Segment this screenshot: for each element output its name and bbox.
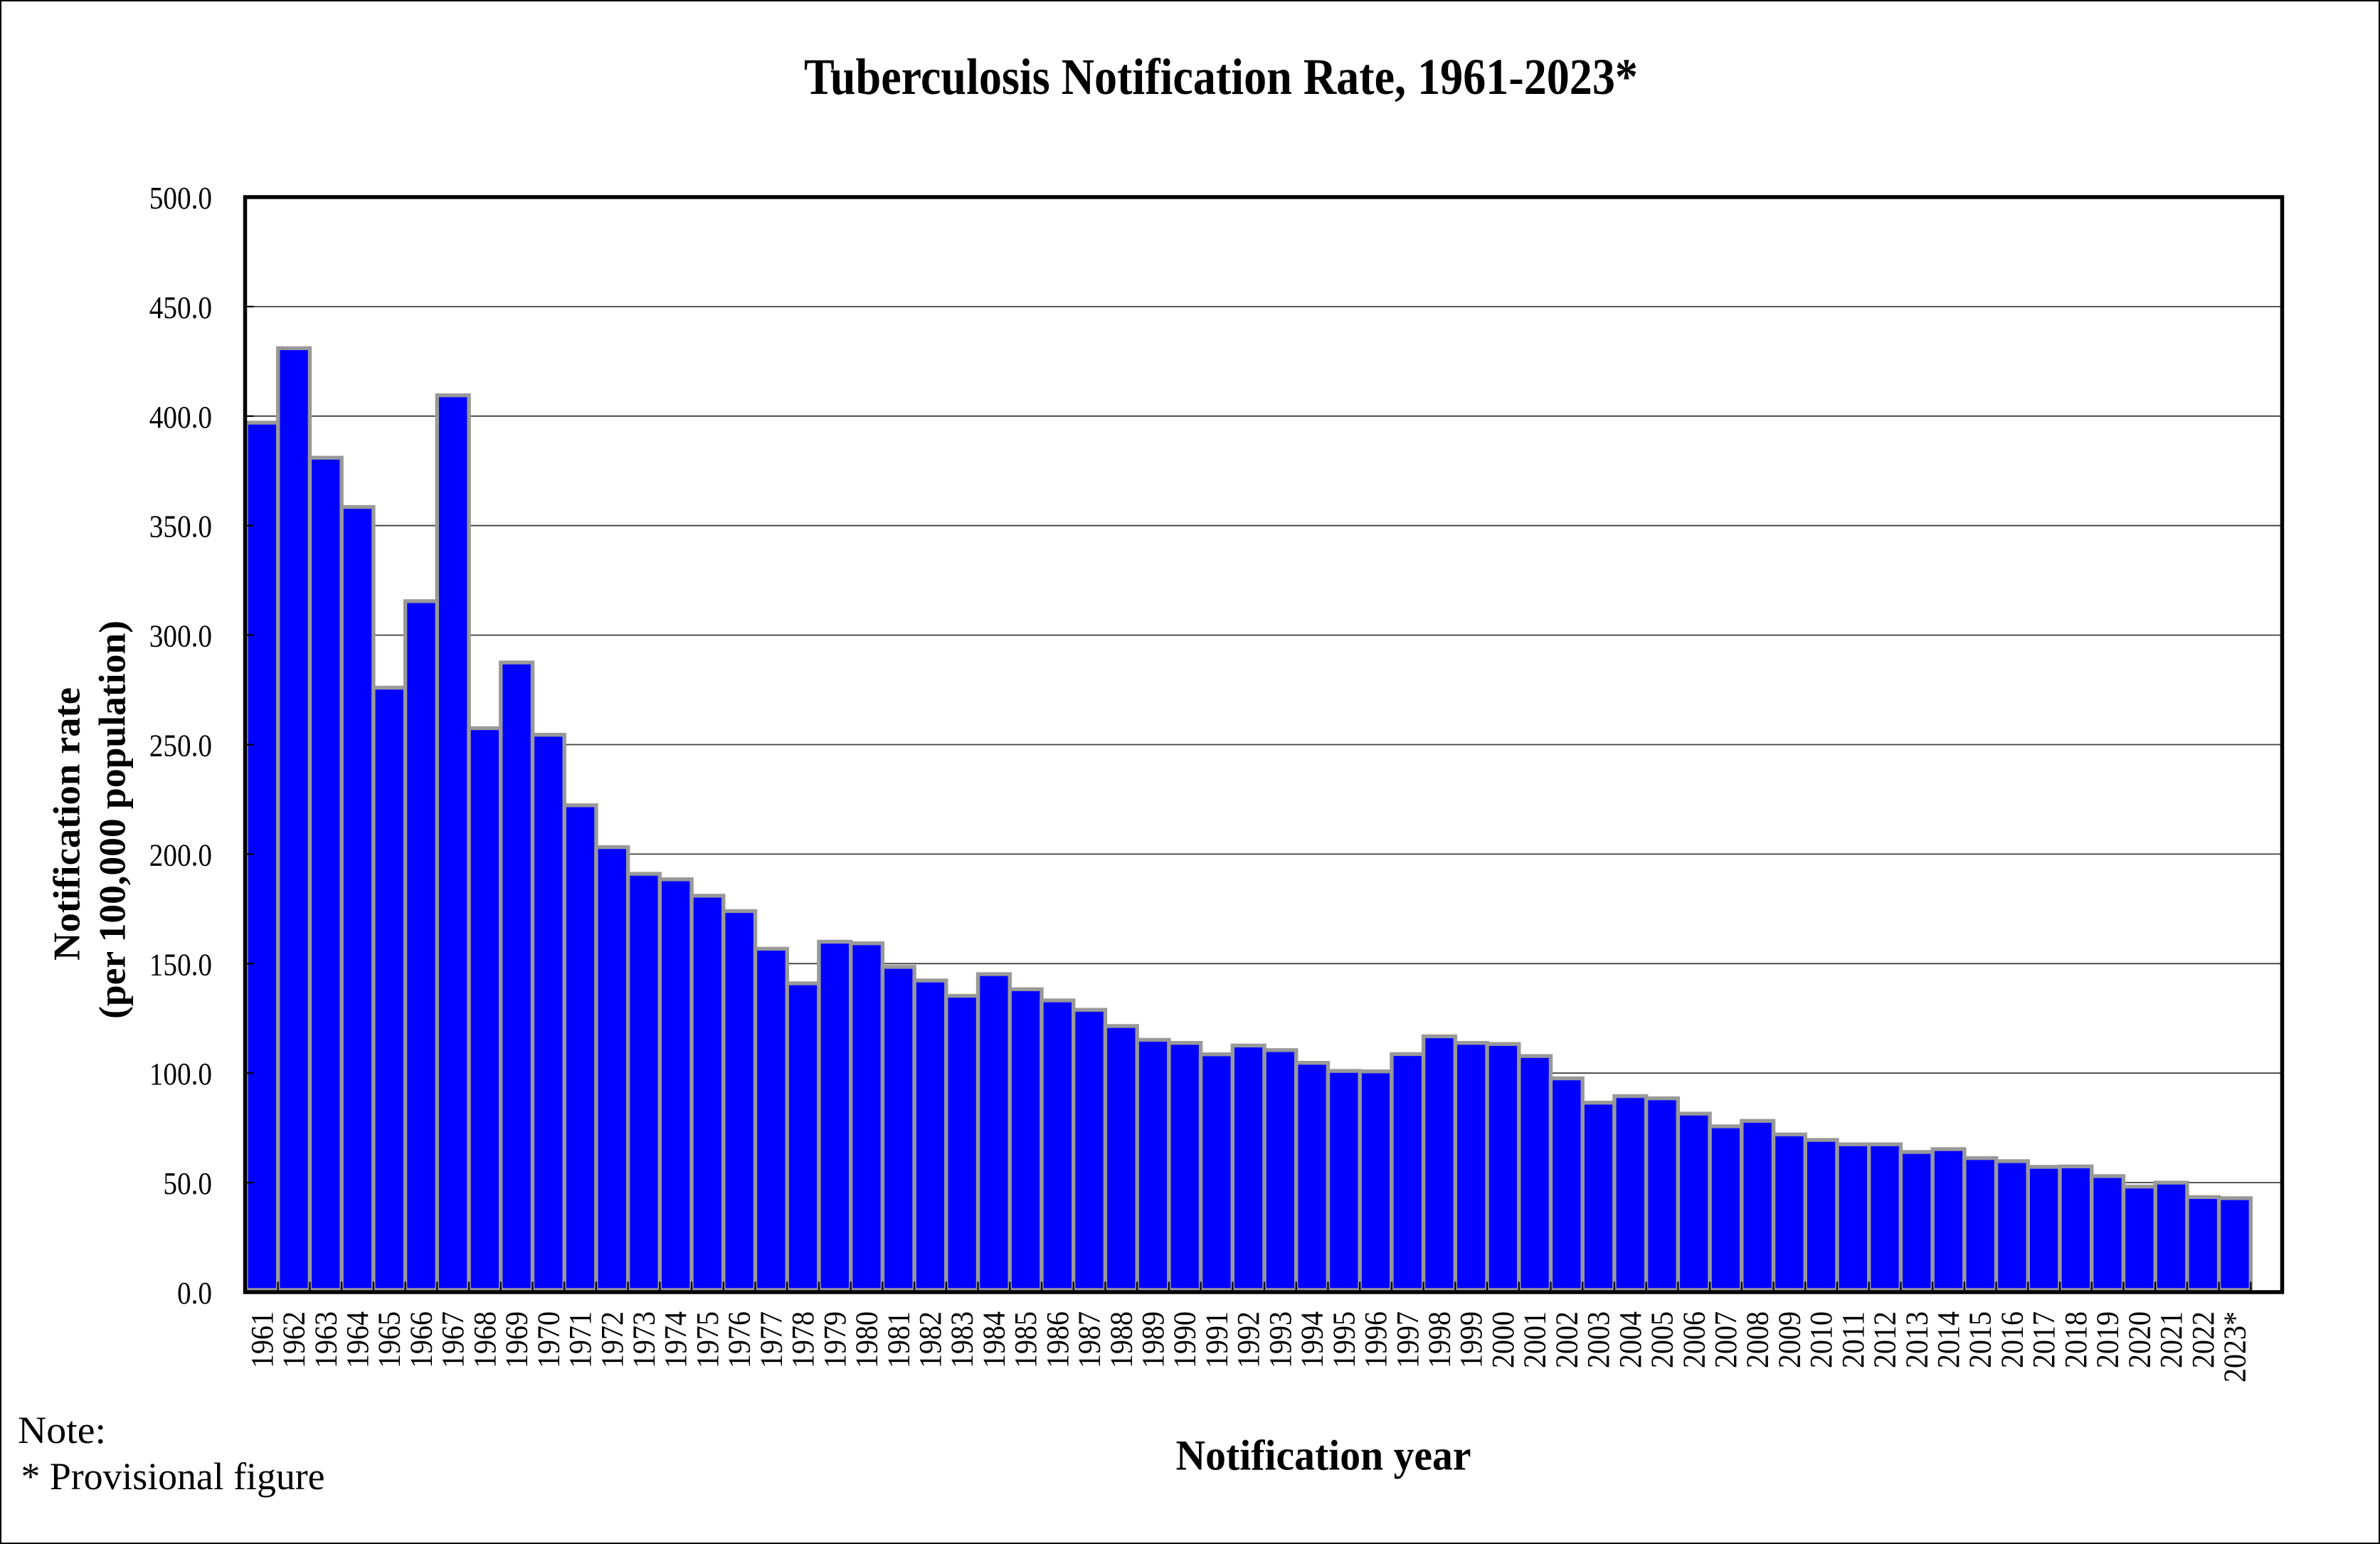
- svg-text:1998: 1998: [1422, 1311, 1457, 1368]
- svg-text:1965: 1965: [372, 1311, 407, 1368]
- svg-text:2000: 2000: [1486, 1311, 1520, 1368]
- svg-text:2007: 2007: [1708, 1311, 1743, 1368]
- svg-text:1981: 1981: [881, 1311, 916, 1368]
- svg-text:2014: 2014: [1931, 1311, 1966, 1368]
- svg-text:1973: 1973: [627, 1311, 662, 1368]
- svg-text:2018: 2018: [2058, 1311, 2093, 1368]
- svg-text:1969: 1969: [499, 1311, 534, 1368]
- svg-text:1983: 1983: [945, 1311, 980, 1368]
- svg-text:2019: 2019: [2090, 1311, 2125, 1368]
- svg-text:400.0: 400.0: [149, 400, 212, 435]
- svg-text:1990: 1990: [1168, 1311, 1202, 1368]
- svg-text:1997: 1997: [1390, 1311, 1425, 1368]
- svg-text:2017: 2017: [2026, 1311, 2061, 1368]
- svg-text:1967: 1967: [435, 1311, 470, 1368]
- svg-text:2003: 2003: [1581, 1311, 1616, 1368]
- svg-text:1982: 1982: [913, 1311, 948, 1368]
- svg-text:2002: 2002: [1549, 1311, 1584, 1368]
- svg-text:2010: 2010: [1804, 1311, 1839, 1368]
- svg-text:1972: 1972: [595, 1311, 630, 1368]
- svg-text:350.0: 350.0: [149, 509, 212, 544]
- svg-text:1971: 1971: [563, 1311, 598, 1368]
- svg-text:1991: 1991: [1199, 1311, 1234, 1368]
- svg-text:Notification year: Notification year: [1176, 1432, 1471, 1480]
- svg-text:1968: 1968: [467, 1311, 502, 1368]
- svg-text:1974: 1974: [658, 1311, 693, 1368]
- svg-text:250.0: 250.0: [149, 729, 212, 763]
- svg-text:1996: 1996: [1358, 1311, 1393, 1368]
- svg-text:(per 100,000 population): (per 100,000 population): [92, 620, 134, 1019]
- svg-text:Tuberculosis Notification Rate: Tuberculosis Notification Rate, 1961-202…: [804, 49, 1638, 105]
- svg-text:Note:: Note:: [18, 1409, 106, 1452]
- svg-text:0.0: 0.0: [177, 1276, 212, 1311]
- svg-text:2020: 2020: [2122, 1311, 2157, 1368]
- svg-text:2015: 2015: [1963, 1311, 1998, 1368]
- svg-text:Notification rate: Notification rate: [47, 687, 88, 961]
- svg-text:2011: 2011: [1836, 1311, 1871, 1368]
- svg-text:2008: 2008: [1740, 1311, 1775, 1368]
- svg-text:1993: 1993: [1263, 1311, 1298, 1368]
- svg-text:100.0: 100.0: [149, 1057, 212, 1091]
- svg-text:450.0: 450.0: [149, 290, 212, 325]
- svg-text:2004: 2004: [1613, 1311, 1648, 1368]
- svg-text:200.0: 200.0: [149, 837, 212, 872]
- svg-text:2001: 2001: [1518, 1311, 1553, 1368]
- svg-text:2006: 2006: [1676, 1311, 1711, 1368]
- svg-text:1999: 1999: [1454, 1311, 1488, 1368]
- svg-text:1975: 1975: [690, 1311, 725, 1368]
- svg-text:2023*: 2023*: [2218, 1311, 2253, 1382]
- svg-text:1992: 1992: [1231, 1311, 1266, 1368]
- svg-text:1988: 1988: [1104, 1311, 1138, 1368]
- svg-text:1976: 1976: [722, 1311, 757, 1368]
- svg-text:1964: 1964: [340, 1311, 375, 1368]
- svg-text:* Provisional figure: * Provisional figure: [21, 1455, 325, 1498]
- svg-text:1989: 1989: [1136, 1311, 1170, 1368]
- svg-text:2009: 2009: [1772, 1311, 1807, 1368]
- svg-text:1970: 1970: [531, 1311, 566, 1368]
- svg-text:1961: 1961: [245, 1311, 280, 1368]
- svg-text:2013: 2013: [1899, 1311, 1934, 1368]
- svg-text:1966: 1966: [403, 1311, 438, 1368]
- svg-text:1980: 1980: [850, 1311, 884, 1368]
- svg-text:1978: 1978: [786, 1311, 820, 1368]
- svg-text:2005: 2005: [1645, 1311, 1680, 1368]
- svg-text:1994: 1994: [1295, 1311, 1330, 1368]
- svg-text:1979: 1979: [818, 1311, 852, 1368]
- svg-text:50.0: 50.0: [163, 1166, 212, 1201]
- svg-text:150.0: 150.0: [149, 947, 212, 982]
- svg-text:2016: 2016: [1994, 1311, 2029, 1368]
- svg-text:1985: 1985: [1008, 1311, 1043, 1368]
- svg-text:1962: 1962: [277, 1311, 312, 1368]
- svg-text:1984: 1984: [976, 1311, 1011, 1368]
- svg-text:1977: 1977: [753, 1311, 788, 1368]
- svg-text:2021: 2021: [2154, 1311, 2189, 1368]
- svg-text:1986: 1986: [1040, 1311, 1075, 1368]
- svg-text:1963: 1963: [308, 1311, 343, 1368]
- svg-text:1987: 1987: [1072, 1311, 1107, 1368]
- svg-text:300.0: 300.0: [149, 619, 212, 654]
- svg-text:500.0: 500.0: [149, 181, 212, 216]
- svg-text:2022: 2022: [2186, 1311, 2221, 1368]
- svg-text:2012: 2012: [1868, 1311, 1903, 1368]
- svg-text:1995: 1995: [1326, 1311, 1361, 1368]
